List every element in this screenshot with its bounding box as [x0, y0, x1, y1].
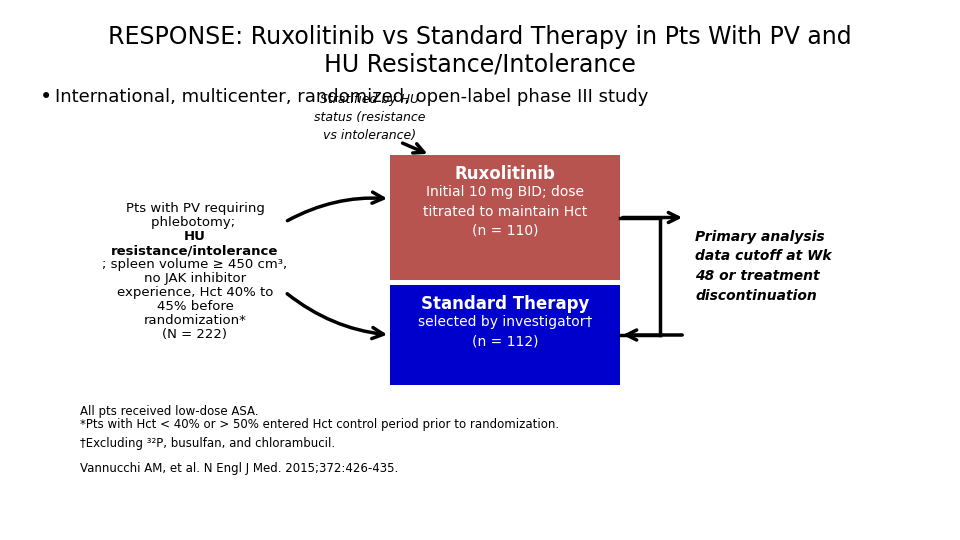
Text: Vannucchi AM, et al. N Engl J Med. 2015;372:426-435.: Vannucchi AM, et al. N Engl J Med. 2015;… [80, 462, 398, 475]
Text: Primary analysis
data cutoff at Wk
48 or treatment
discontinuation: Primary analysis data cutoff at Wk 48 or… [695, 230, 831, 302]
Text: All pts received low-dose ASA.: All pts received low-dose ASA. [80, 405, 258, 418]
Text: •: • [40, 87, 52, 107]
Text: Initial 10 mg BID; dose
titrated to maintain Hct
(n = 110): Initial 10 mg BID; dose titrated to main… [422, 185, 588, 238]
Text: *Pts with Hct < 40% or > 50% entered Hct control period prior to randomization.: *Pts with Hct < 40% or > 50% entered Hct… [80, 418, 559, 431]
Text: (N = 222): (N = 222) [162, 328, 228, 341]
Text: RESPONSE: Ruxolitinib vs Standard Therapy in Pts With PV and: RESPONSE: Ruxolitinib vs Standard Therap… [108, 25, 852, 49]
Text: Ruxolitinib: Ruxolitinib [455, 165, 556, 183]
Text: phlebotomy;: phlebotomy; [151, 216, 239, 229]
Text: 45% before: 45% before [156, 300, 233, 313]
Text: selected by investigator†
(n = 112): selected by investigator† (n = 112) [418, 315, 592, 348]
Text: ; spleen volume ≥ 450 cm³,: ; spleen volume ≥ 450 cm³, [103, 258, 288, 271]
Text: experience, Hct 40% to: experience, Hct 40% to [117, 286, 274, 299]
Text: resistance/intolerance: resistance/intolerance [111, 244, 278, 257]
FancyBboxPatch shape [390, 155, 620, 280]
Text: HU Resistance/Intolerance: HU Resistance/Intolerance [324, 53, 636, 77]
Text: HU: HU [184, 230, 206, 243]
Text: randomization*: randomization* [144, 314, 247, 327]
Text: International, multicenter, randomized, open-label phase III study: International, multicenter, randomized, … [55, 88, 648, 106]
Text: Standard Therapy: Standard Therapy [420, 295, 589, 313]
Text: Stratified by HU
status (resistance
vs intolerance): Stratified by HU status (resistance vs i… [314, 93, 425, 142]
Text: †Excluding ³²P, busulfan, and chlorambucil.: †Excluding ³²P, busulfan, and chlorambuc… [80, 437, 335, 450]
FancyBboxPatch shape [390, 285, 620, 385]
Text: Pts with PV requiring: Pts with PV requiring [126, 202, 264, 215]
Text: no JAK inhibitor: no JAK inhibitor [144, 272, 246, 285]
